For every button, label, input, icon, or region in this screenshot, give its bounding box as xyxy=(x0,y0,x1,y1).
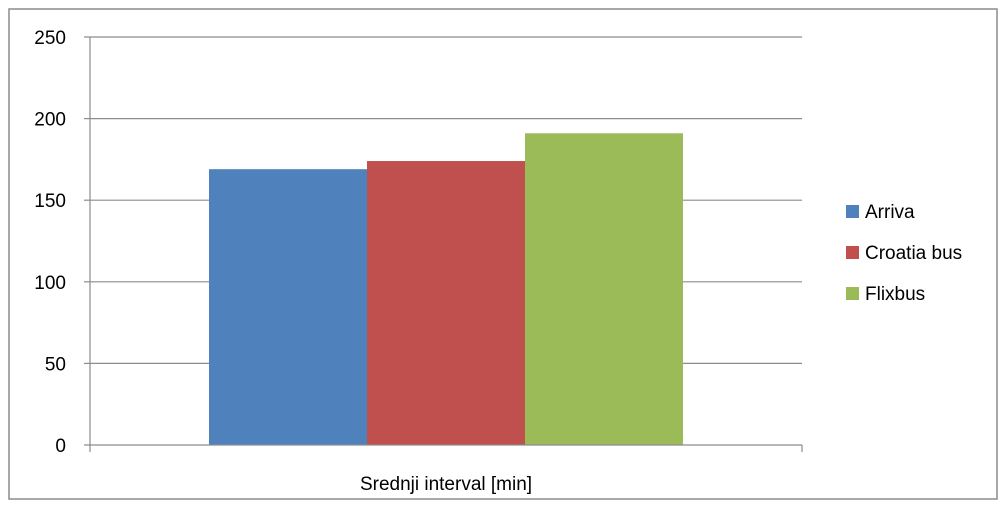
legend-label: Flixbus xyxy=(865,284,925,305)
legend: Arriva Croatia bus Flixbus xyxy=(846,202,962,305)
bar-croatia-bus xyxy=(367,161,525,446)
y-tick-label: 200 xyxy=(34,110,66,131)
legend-swatch xyxy=(846,205,859,218)
y-tick-label: 150 xyxy=(34,191,66,212)
legend-swatch xyxy=(846,246,859,259)
x-category-label: Srednji interval [min] xyxy=(360,474,532,495)
y-tick-label: 100 xyxy=(34,273,66,294)
x-axis-labels: Srednji interval [min] xyxy=(360,474,532,495)
bar-flixbus xyxy=(525,133,683,445)
y-axis-ticks: 0 50 100 150 200 250 xyxy=(34,28,90,457)
axes xyxy=(89,37,803,452)
y-tick-label: 250 xyxy=(34,28,66,49)
legend-label: Arriva xyxy=(865,202,915,223)
y-tick-label: 0 xyxy=(55,436,66,457)
y-tick-label: 50 xyxy=(45,354,66,375)
bar-arriva xyxy=(209,169,367,445)
legend-label: Croatia bus xyxy=(865,243,962,264)
bars xyxy=(209,133,683,446)
legend-swatch xyxy=(846,287,859,300)
